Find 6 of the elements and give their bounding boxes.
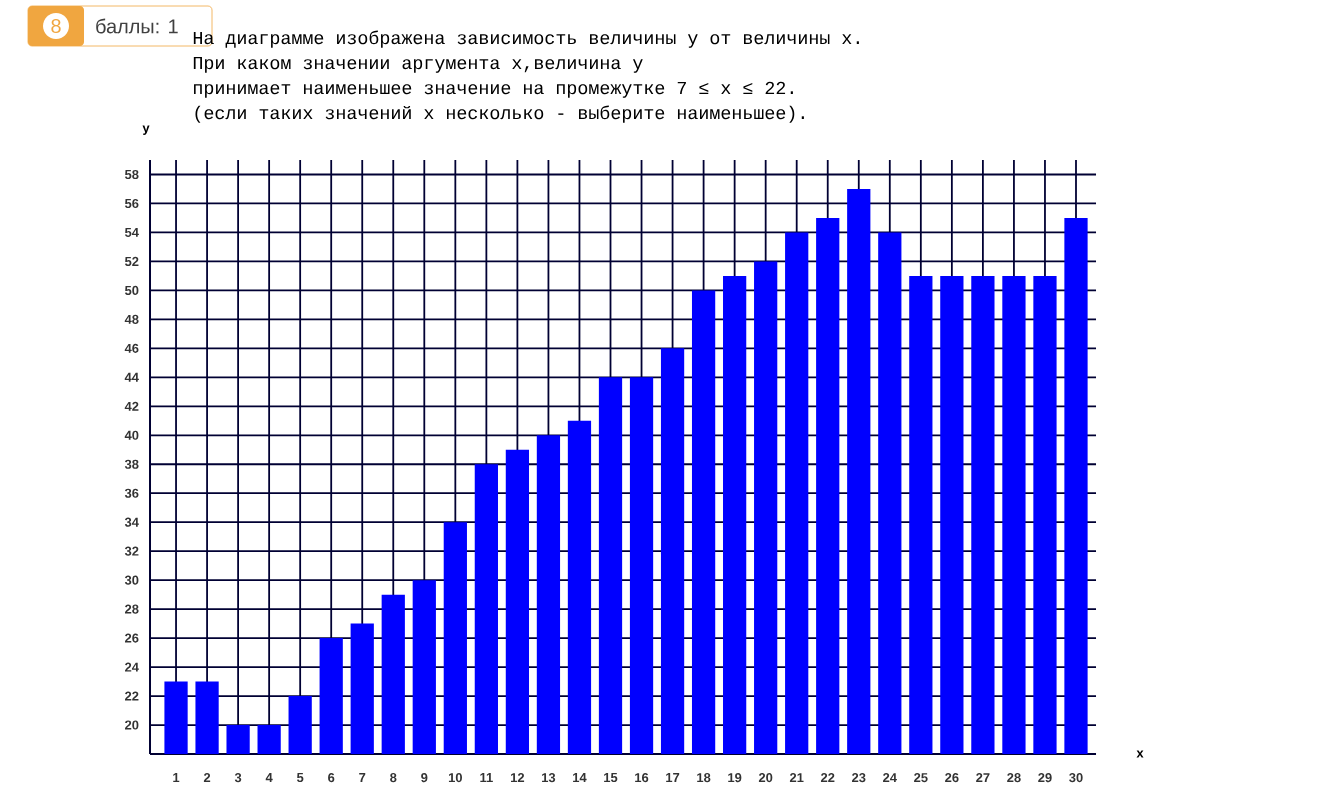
chart-subtitle: При каком значении аргумента x,величина y (193, 56, 643, 73)
text: баллы: 1 (96, 18, 178, 34)
text: принимает наименьшее значение на промежутке 7 ≤ x ≤ 22. (194, 81, 793, 98)
text: 8 (51, 18, 61, 34)
chart-title: На диаграмме изображена зависимость величины y от величины x. (193, 30, 859, 48)
text: (если таких значений x несколько - выберите наименьшее). (195, 105, 804, 123)
